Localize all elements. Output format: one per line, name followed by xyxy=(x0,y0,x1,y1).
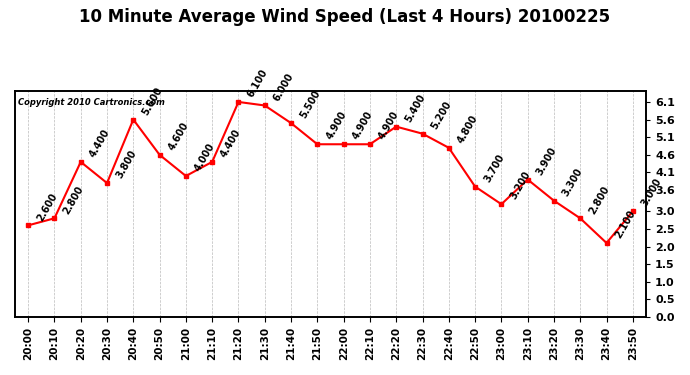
Text: 2.600: 2.600 xyxy=(35,191,59,223)
Text: 3.900: 3.900 xyxy=(535,145,559,177)
Text: 5.500: 5.500 xyxy=(298,89,322,120)
Text: 4.000: 4.000 xyxy=(193,142,217,173)
Text: 3.000: 3.000 xyxy=(640,177,664,209)
Text: 2.100: 2.100 xyxy=(613,209,638,240)
Text: 2.800: 2.800 xyxy=(587,184,611,216)
Text: 2.800: 2.800 xyxy=(61,184,86,216)
Text: 6.000: 6.000 xyxy=(272,71,296,103)
Text: 10 Minute Average Wind Speed (Last 4 Hours) 20100225: 10 Minute Average Wind Speed (Last 4 Hou… xyxy=(79,8,611,26)
Text: 4.900: 4.900 xyxy=(377,110,401,141)
Text: 3.700: 3.700 xyxy=(482,152,506,184)
Text: 5.600: 5.600 xyxy=(140,85,164,117)
Text: 3.800: 3.800 xyxy=(114,148,138,180)
Text: 6.100: 6.100 xyxy=(246,68,270,99)
Text: 4.900: 4.900 xyxy=(324,110,348,141)
Text: 5.400: 5.400 xyxy=(403,92,427,124)
Text: 3.200: 3.200 xyxy=(509,170,533,201)
Text: 4.400: 4.400 xyxy=(219,128,243,159)
Text: 4.400: 4.400 xyxy=(88,128,112,159)
Text: 5.200: 5.200 xyxy=(429,99,453,131)
Text: 4.800: 4.800 xyxy=(455,113,480,145)
Text: 4.900: 4.900 xyxy=(351,110,375,141)
Text: 4.600: 4.600 xyxy=(166,120,190,152)
Text: 3.300: 3.300 xyxy=(561,166,585,198)
Text: Copyright 2010 Cartronics.com: Copyright 2010 Cartronics.com xyxy=(18,98,165,107)
